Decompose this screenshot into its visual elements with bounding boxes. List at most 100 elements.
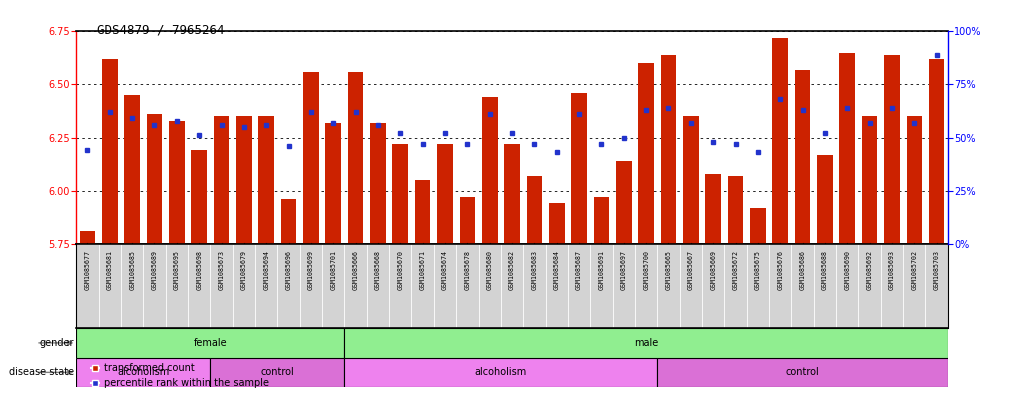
Text: GSM1085670: GSM1085670: [398, 250, 404, 290]
Bar: [616, 161, 632, 244]
Bar: [367, 244, 390, 328]
Bar: [281, 199, 296, 244]
Text: GSM1085667: GSM1085667: [687, 250, 694, 290]
Text: GSM1085690: GSM1085690: [844, 250, 850, 290]
Bar: [504, 144, 520, 244]
Bar: [549, 203, 564, 244]
Text: GSM1085678: GSM1085678: [465, 250, 471, 290]
Bar: [657, 358, 948, 387]
Bar: [102, 59, 118, 244]
Bar: [434, 244, 457, 328]
Text: female: female: [193, 338, 227, 348]
Text: GSM1085698: GSM1085698: [196, 250, 202, 290]
Bar: [567, 244, 590, 328]
Bar: [661, 55, 676, 244]
Bar: [415, 180, 430, 244]
Bar: [76, 328, 345, 358]
Bar: [482, 97, 497, 244]
Text: GSM1085688: GSM1085688: [822, 250, 828, 290]
Bar: [635, 244, 657, 328]
Bar: [884, 55, 900, 244]
Text: GSM1085694: GSM1085694: [263, 250, 270, 290]
Text: GSM1085681: GSM1085681: [107, 250, 113, 290]
Text: GSM1085696: GSM1085696: [286, 250, 292, 290]
Text: GSM1085691: GSM1085691: [598, 250, 604, 290]
Bar: [255, 244, 278, 328]
Bar: [702, 244, 724, 328]
Bar: [769, 244, 791, 328]
Bar: [572, 93, 587, 244]
Text: GSM1085672: GSM1085672: [732, 250, 738, 290]
Bar: [143, 244, 166, 328]
Text: GSM1085687: GSM1085687: [576, 250, 582, 290]
Bar: [657, 244, 679, 328]
Text: GSM1085677: GSM1085677: [84, 250, 91, 290]
Bar: [348, 72, 363, 244]
Bar: [929, 59, 945, 244]
Bar: [412, 244, 434, 328]
Text: GSM1085683: GSM1085683: [532, 250, 537, 290]
Bar: [706, 174, 721, 244]
Bar: [791, 244, 814, 328]
Text: GSM1085669: GSM1085669: [710, 250, 716, 290]
Text: GSM1085685: GSM1085685: [129, 250, 135, 290]
Bar: [390, 244, 412, 328]
Text: disease state: disease state: [9, 367, 74, 377]
Text: control: control: [786, 367, 820, 377]
Bar: [683, 116, 699, 244]
Text: GSM1085679: GSM1085679: [241, 250, 247, 290]
Bar: [166, 244, 188, 328]
Bar: [121, 244, 143, 328]
Bar: [612, 244, 635, 328]
Text: GSM1085699: GSM1085699: [308, 250, 314, 290]
Bar: [76, 244, 99, 328]
Bar: [370, 123, 385, 244]
Bar: [278, 244, 300, 328]
Bar: [169, 121, 185, 244]
Bar: [325, 123, 341, 244]
Bar: [345, 328, 948, 358]
Bar: [460, 197, 475, 244]
Bar: [393, 144, 408, 244]
Bar: [906, 116, 922, 244]
Bar: [345, 244, 367, 328]
Bar: [858, 244, 881, 328]
Text: GSM1085700: GSM1085700: [643, 250, 649, 290]
Bar: [99, 244, 121, 328]
Bar: [639, 63, 654, 244]
Bar: [76, 358, 211, 387]
Bar: [773, 38, 788, 244]
Bar: [211, 358, 345, 387]
Text: GSM1085692: GSM1085692: [866, 250, 873, 290]
Bar: [861, 116, 878, 244]
Text: GSM1085703: GSM1085703: [934, 250, 940, 290]
Bar: [728, 176, 743, 244]
Bar: [322, 244, 345, 328]
Bar: [300, 244, 322, 328]
Text: GSM1085673: GSM1085673: [219, 250, 225, 290]
Bar: [751, 208, 766, 244]
Text: GSM1085671: GSM1085671: [420, 250, 426, 290]
Bar: [925, 244, 948, 328]
Bar: [746, 244, 769, 328]
Bar: [79, 231, 96, 244]
Bar: [724, 244, 746, 328]
Bar: [236, 116, 251, 244]
Text: GSM1085676: GSM1085676: [777, 250, 783, 290]
Bar: [479, 244, 501, 328]
Bar: [839, 53, 855, 244]
Bar: [903, 244, 925, 328]
Bar: [836, 244, 858, 328]
Bar: [303, 72, 318, 244]
Bar: [437, 144, 453, 244]
Bar: [146, 114, 163, 244]
Bar: [191, 150, 207, 244]
Text: GSM1085695: GSM1085695: [174, 250, 180, 290]
Text: GSM1085665: GSM1085665: [665, 250, 671, 290]
Text: GDS4879 / 7965264: GDS4879 / 7965264: [97, 24, 224, 37]
Bar: [794, 70, 811, 244]
Bar: [679, 244, 702, 328]
Text: GSM1085682: GSM1085682: [510, 250, 515, 290]
Text: GSM1085686: GSM1085686: [799, 250, 805, 290]
Text: GSM1085697: GSM1085697: [620, 250, 626, 290]
